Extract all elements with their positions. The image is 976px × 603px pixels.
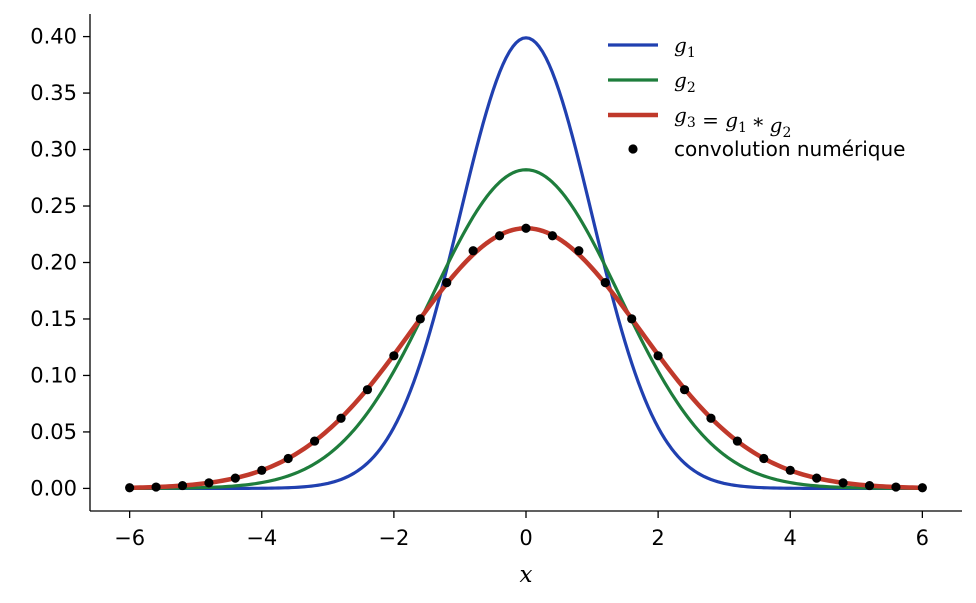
legend-swatch	[628, 144, 638, 154]
data-point	[204, 478, 214, 488]
x-tick-label: 0	[519, 526, 532, 550]
data-point	[891, 482, 901, 492]
x-tick-label: −4	[246, 526, 277, 550]
data-point	[706, 413, 716, 423]
data-point	[415, 314, 425, 324]
data-point	[310, 436, 320, 446]
series-line-2	[129, 168, 923, 490]
x-tick-label: 4	[784, 526, 797, 550]
axes: −6 −4 −2 0 2 4 6 0.00 0.05 0.10 0.15 0.20 0.25 0.30 0.…	[30, 14, 962, 550]
data-point	[574, 246, 584, 256]
data-point	[257, 465, 267, 475]
data-point	[151, 482, 161, 492]
legend-label: g3 = g1 * g2	[674, 103, 791, 141]
legend-label: convolution numérique	[674, 137, 905, 161]
data-point	[125, 483, 135, 493]
data-point	[785, 465, 795, 475]
x-tick-label: −2	[378, 526, 409, 550]
data-point	[732, 436, 742, 446]
data-point	[283, 453, 293, 464]
y-tick-label: 0.00	[30, 476, 77, 500]
y-tick-label: 0.35	[30, 81, 77, 105]
data-point	[442, 278, 452, 288]
data-point	[864, 480, 875, 491]
data-point	[600, 278, 610, 288]
data-point	[759, 453, 769, 464]
y-tick-label: 0.10	[30, 363, 77, 387]
plot-area	[125, 36, 927, 493]
legend-label: g2	[674, 68, 696, 96]
data-point	[679, 385, 690, 395]
x-tick-label: −6	[114, 526, 145, 550]
legend-label: g1	[674, 33, 696, 61]
y-tick-label: 0.20	[30, 251, 77, 275]
data-point	[547, 231, 558, 241]
data-point	[494, 231, 505, 241]
y-tick-label: 0.05	[30, 420, 77, 444]
x-tick-label: 6	[916, 526, 929, 550]
data-point	[230, 473, 240, 483]
data-point	[362, 385, 373, 395]
data-point	[521, 223, 531, 233]
y-tick-label: 0.15	[30, 307, 77, 331]
x-tick-label: 2	[651, 526, 664, 550]
y-tick-label: 0.25	[30, 194, 77, 218]
data-point	[627, 314, 637, 324]
data-point	[336, 413, 346, 423]
data-point	[468, 246, 478, 256]
y-tick-label: 0.40	[30, 25, 77, 49]
data-point	[917, 483, 927, 493]
data-point	[177, 480, 188, 491]
data-point	[389, 351, 399, 361]
series-line-3	[129, 225, 923, 491]
data-point	[812, 473, 822, 483]
data-point	[653, 351, 663, 361]
series-line-1	[129, 36, 923, 491]
x-axis-label: x	[520, 562, 533, 588]
data-point	[838, 478, 848, 488]
y-tick-label: 0.30	[30, 138, 77, 162]
